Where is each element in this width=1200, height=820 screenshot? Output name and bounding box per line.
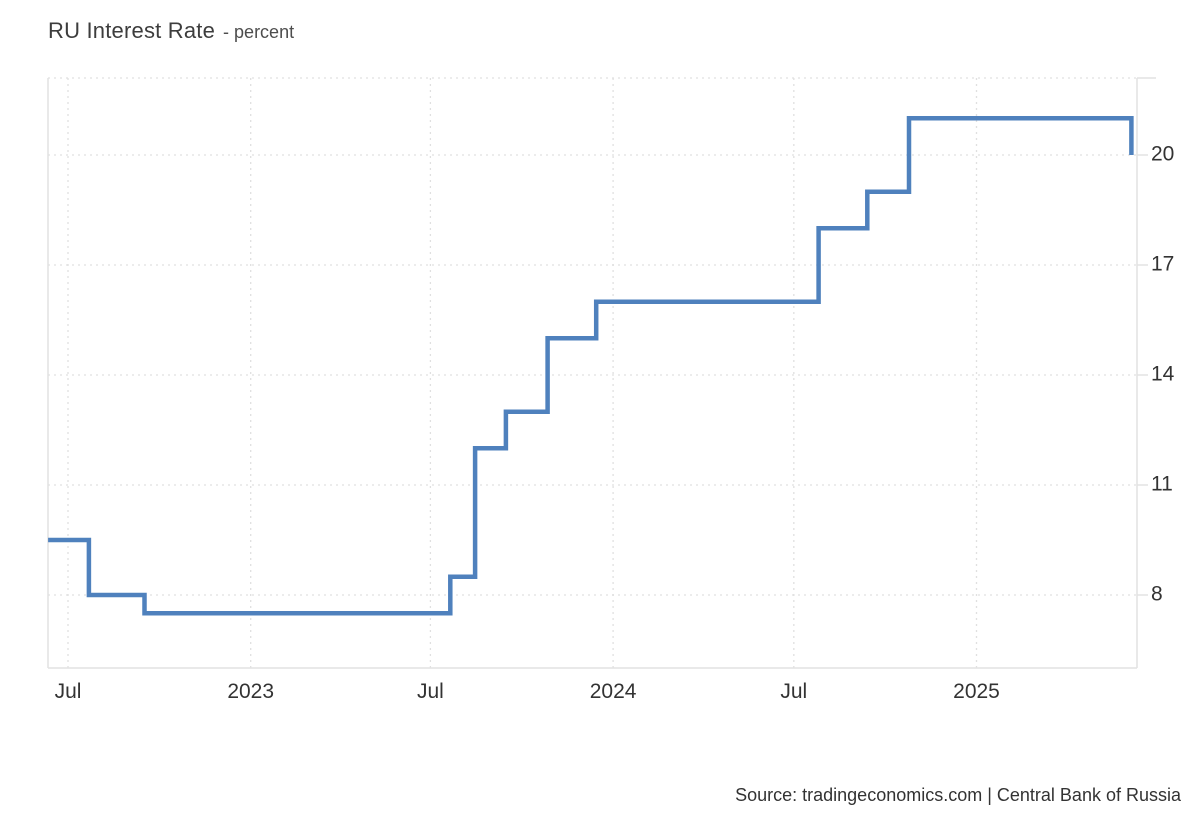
x-tick-label: 2025 (953, 680, 1000, 703)
x-tick-label: Jul (417, 680, 444, 703)
source-attribution: Source: tradingeconomics.com | Central B… (735, 785, 1181, 805)
x-tick-label: 2023 (227, 680, 274, 703)
y-tick-label: 8 (1151, 583, 1163, 606)
chart-header: RU Interest Rate - percent (48, 18, 294, 44)
x-tick-label: Jul (55, 680, 82, 703)
y-tick-label: 11 (1151, 473, 1173, 496)
y-tick-label: 20 (1151, 143, 1174, 166)
x-tick-label: 2024 (590, 680, 637, 703)
rate-step-line[interactable] (48, 116, 1134, 616)
y-tick-label: 14 (1151, 363, 1175, 386)
x-tick-label: Jul (780, 680, 807, 703)
interest-rate-step-chart[interactable]: 20 17 14 11 8 Jul 2023 Jul 2024 Jul 2025 (0, 0, 1200, 760)
chart-title: RU Interest Rate (48, 18, 216, 43)
chart-subtitle: - percent (223, 22, 295, 42)
y-tick-label: 17 (1151, 253, 1174, 276)
